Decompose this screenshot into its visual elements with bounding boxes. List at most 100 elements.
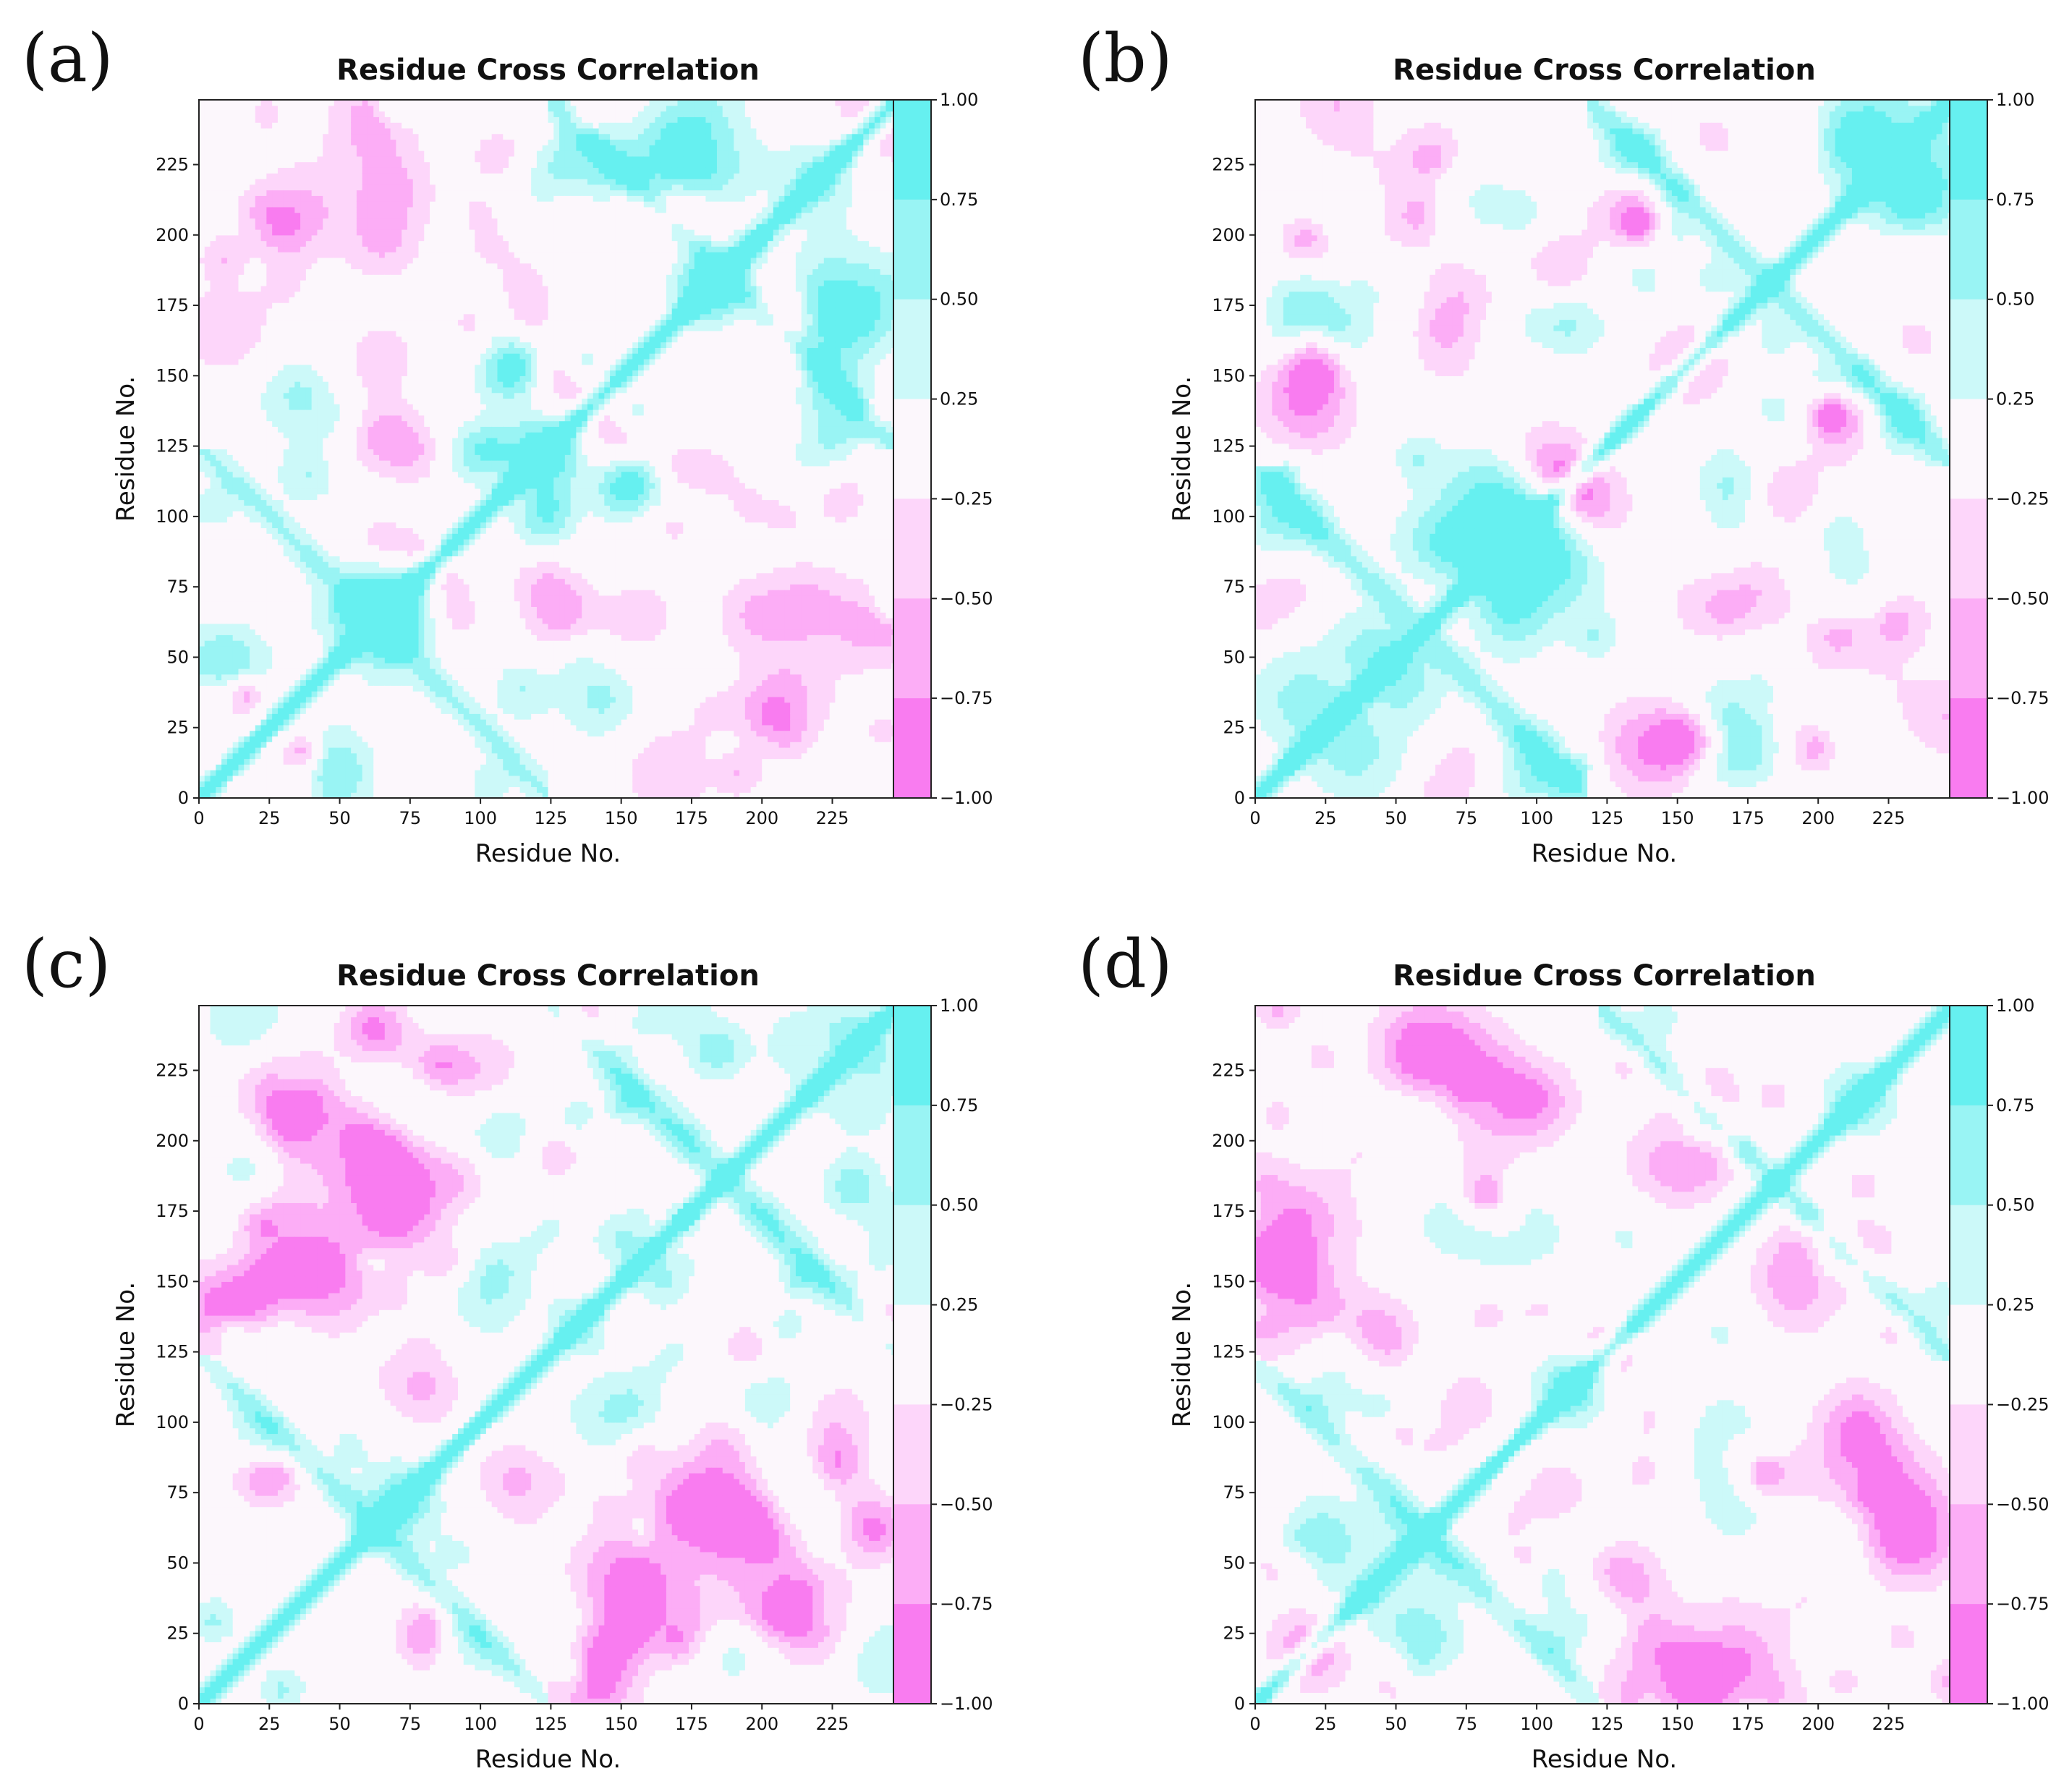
heatmap-cell [199, 314, 205, 320]
heatmap-cell [294, 488, 300, 494]
heatmap-cell [289, 483, 295, 488]
heatmap-cell [261, 111, 267, 117]
heatmap-cell [278, 139, 284, 145]
heatmap-cell [289, 646, 295, 652]
heatmap-cell [221, 381, 227, 387]
heatmap-cell [221, 477, 227, 483]
heatmap-cell [294, 139, 300, 145]
heatmap-cell [233, 517, 239, 522]
heatmap-cell [238, 472, 244, 477]
heatmap-cell [272, 325, 278, 331]
heatmap-cell [244, 398, 250, 404]
heatmap-cell [255, 280, 261, 286]
heatmap-cell [266, 624, 272, 629]
heatmap-cell [284, 331, 289, 336]
heatmap-cell [289, 725, 295, 731]
heatmap-cell [300, 725, 306, 731]
heatmap-cell [205, 668, 211, 674]
heatmap-cell [284, 292, 289, 297]
heatmap-cell [205, 731, 211, 736]
heatmap-cell [205, 314, 211, 320]
heatmap-cell [233, 533, 239, 539]
heatmap-cell [199, 224, 205, 229]
heatmap-cell [300, 567, 306, 573]
heatmap-cell [266, 786, 272, 792]
heatmap-cell [250, 466, 255, 472]
heatmap-cell [233, 308, 239, 314]
heatmap-cell [300, 634, 306, 640]
heatmap-cell [272, 297, 278, 302]
heatmap-cell [199, 241, 205, 247]
heatmap-cell [233, 173, 239, 179]
heatmap-cell [233, 539, 239, 545]
heatmap-cell [261, 387, 267, 393]
heatmap-cell [272, 472, 278, 477]
heatmap-cell [272, 753, 278, 759]
heatmap-cell [211, 286, 216, 292]
heatmap-cell [278, 320, 284, 326]
heatmap-cell [211, 527, 216, 533]
heatmap-cell [227, 106, 233, 111]
heatmap-cell [233, 162, 239, 168]
heatmap-cell [216, 590, 221, 595]
heatmap-cell [294, 731, 300, 736]
heatmap-cell [233, 438, 239, 443]
heatmap-cell [244, 753, 250, 759]
heatmap-cell [266, 725, 272, 731]
heatmap-cell [300, 713, 306, 719]
heatmap-cell [227, 415, 233, 421]
heatmap-cell [300, 466, 306, 472]
heatmap-cell [266, 702, 272, 708]
heatmap-cell [250, 719, 255, 725]
heatmap-cell [244, 556, 250, 561]
heatmap-cell [300, 122, 306, 128]
heatmap-cell [278, 409, 284, 415]
heatmap-cell [238, 173, 244, 179]
heatmap-cell [199, 190, 205, 196]
heatmap-cell [199, 398, 205, 404]
heatmap-cell [244, 764, 250, 770]
heatmap-cell [227, 736, 233, 742]
heatmap-cell [233, 618, 239, 624]
heatmap-cell [255, 134, 261, 140]
heatmap-cell [261, 629, 267, 635]
heatmap-cell [261, 393, 267, 399]
heatmap-cell [266, 370, 272, 376]
heatmap-cell [278, 674, 284, 680]
heatmap-cell [278, 551, 284, 556]
heatmap-cell [227, 443, 233, 449]
heatmap-cell [205, 195, 211, 201]
heatmap-cell [244, 308, 250, 314]
heatmap-cell [199, 747, 205, 753]
heatmap-cell [211, 668, 216, 674]
heatmap-cell [289, 556, 295, 561]
heatmap-cell [205, 229, 211, 235]
heatmap-cell [199, 708, 205, 713]
heatmap-cell [289, 781, 295, 787]
heatmap-cell [255, 229, 261, 235]
heatmap-cell [255, 195, 261, 201]
heatmap-cell [289, 494, 295, 500]
heatmap-cell [272, 477, 278, 483]
heatmap-cell [205, 545, 211, 551]
heatmap-cell [284, 359, 289, 365]
heatmap-cell [216, 156, 221, 162]
heatmap-cell [300, 179, 306, 184]
heatmap-cell [278, 472, 284, 477]
heatmap-cell [266, 533, 272, 539]
heatmap-cell [205, 426, 211, 432]
heatmap-cell [221, 697, 227, 702]
heatmap-cell [272, 128, 278, 134]
heatmap-cell [284, 483, 289, 488]
heatmap-cell [300, 505, 306, 511]
heatmap-cell [261, 167, 267, 173]
heatmap-cell [205, 201, 211, 207]
heatmap-cell [227, 640, 233, 646]
heatmap-cell [294, 190, 300, 196]
heatmap-cell [205, 297, 211, 302]
heatmap-cell [233, 634, 239, 640]
heatmap-cell [221, 702, 227, 708]
heatmap-cell [199, 454, 205, 460]
heatmap-cell [255, 595, 261, 601]
heatmap-cell [244, 652, 250, 658]
